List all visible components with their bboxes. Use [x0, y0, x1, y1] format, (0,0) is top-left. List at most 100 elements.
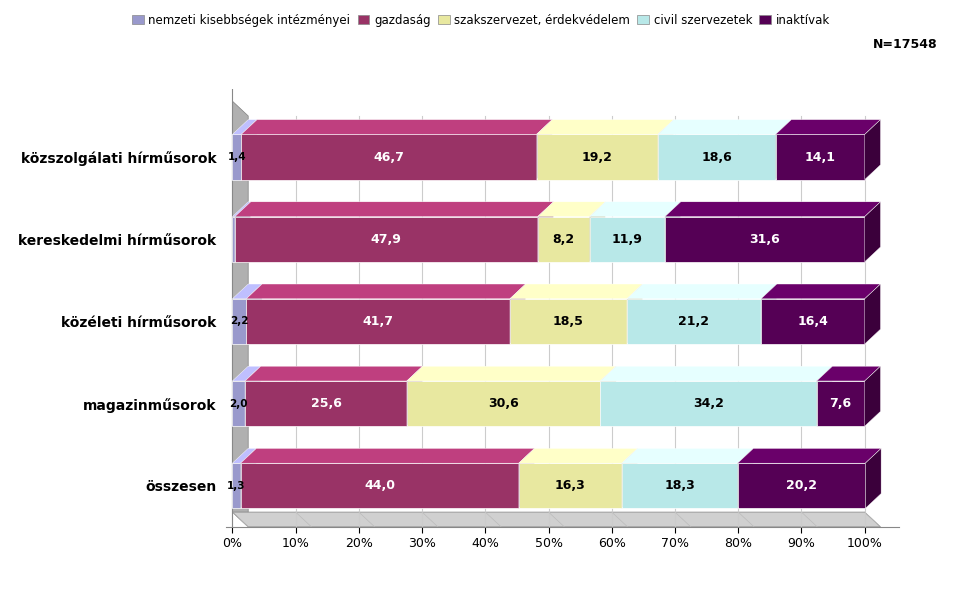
Polygon shape [233, 101, 248, 527]
Polygon shape [245, 366, 422, 381]
Text: 41,7: 41,7 [362, 315, 393, 328]
Polygon shape [864, 120, 879, 179]
Text: 46,7: 46,7 [373, 150, 404, 163]
Polygon shape [241, 120, 257, 179]
Polygon shape [536, 120, 552, 179]
Text: 1,4: 1,4 [227, 152, 246, 162]
Polygon shape [864, 366, 879, 426]
Polygon shape [627, 284, 642, 344]
Polygon shape [234, 202, 553, 217]
Polygon shape [407, 366, 422, 426]
Polygon shape [621, 448, 752, 463]
Bar [246, 299, 509, 344]
Bar [509, 299, 627, 344]
Text: 18,3: 18,3 [664, 480, 695, 493]
Bar [589, 217, 664, 262]
Text: 2,2: 2,2 [230, 316, 248, 326]
Polygon shape [864, 202, 879, 262]
Polygon shape [664, 202, 879, 217]
Polygon shape [240, 448, 534, 463]
Polygon shape [760, 284, 776, 344]
Polygon shape [245, 366, 260, 426]
Polygon shape [233, 512, 879, 527]
Text: N=17548: N=17548 [873, 38, 937, 52]
Polygon shape [509, 284, 642, 299]
Text: 16,4: 16,4 [797, 315, 827, 328]
Polygon shape [775, 120, 791, 179]
Text: 18,5: 18,5 [553, 315, 583, 328]
Bar [233, 463, 240, 509]
Polygon shape [775, 120, 879, 134]
Polygon shape [760, 284, 879, 299]
Bar [233, 134, 241, 179]
Polygon shape [518, 448, 637, 463]
Text: 2,0: 2,0 [230, 398, 248, 408]
Bar [241, 134, 536, 179]
Polygon shape [536, 120, 673, 134]
Text: 11,9: 11,9 [611, 233, 642, 246]
Bar [621, 463, 737, 509]
Polygon shape [233, 202, 251, 217]
Legend: nemzeti kisebbségek intézményei, gazdaság, szakszervezet, érdekvédelem, civil sz: nemzeti kisebbségek intézményei, gazdasá… [127, 9, 834, 31]
Polygon shape [627, 284, 776, 299]
Text: 21,2: 21,2 [678, 315, 708, 328]
Polygon shape [537, 202, 604, 217]
Text: 30,6: 30,6 [488, 397, 519, 410]
Polygon shape [621, 448, 637, 509]
Polygon shape [600, 366, 831, 381]
Text: 25,6: 25,6 [310, 397, 341, 410]
Polygon shape [233, 448, 257, 463]
Bar [657, 134, 775, 179]
Bar [816, 381, 864, 426]
Polygon shape [233, 284, 261, 299]
Polygon shape [246, 284, 526, 299]
Text: 20,2: 20,2 [785, 480, 816, 493]
Text: 14,1: 14,1 [803, 150, 835, 163]
Text: 16,3: 16,3 [554, 480, 585, 493]
Text: 44,0: 44,0 [364, 480, 395, 493]
Polygon shape [234, 202, 251, 262]
Polygon shape [240, 448, 257, 509]
Text: 31,6: 31,6 [749, 233, 779, 246]
Polygon shape [600, 366, 616, 426]
Polygon shape [233, 366, 260, 381]
Polygon shape [241, 120, 552, 134]
Polygon shape [589, 202, 680, 217]
Bar [775, 134, 864, 179]
Polygon shape [864, 284, 879, 344]
Text: 8,2: 8,2 [552, 233, 574, 246]
Polygon shape [589, 202, 604, 262]
Polygon shape [509, 284, 526, 344]
Bar [664, 217, 864, 262]
Bar [737, 463, 865, 509]
Polygon shape [865, 448, 880, 509]
Bar [536, 134, 657, 179]
Bar [233, 381, 245, 426]
Bar [240, 463, 518, 509]
Text: 1,3: 1,3 [227, 481, 245, 491]
Polygon shape [407, 366, 616, 381]
Polygon shape [518, 448, 534, 509]
Polygon shape [737, 448, 880, 463]
Text: 18,6: 18,6 [701, 150, 731, 163]
Bar [600, 381, 816, 426]
Polygon shape [816, 366, 831, 426]
Bar [407, 381, 600, 426]
Bar [245, 381, 407, 426]
Text: 7,6: 7,6 [828, 397, 850, 410]
Polygon shape [657, 120, 791, 134]
Bar [518, 463, 621, 509]
Bar [233, 217, 234, 262]
Bar [627, 299, 760, 344]
Polygon shape [233, 120, 257, 134]
Bar [537, 217, 589, 262]
Polygon shape [246, 284, 261, 344]
Text: 19,2: 19,2 [581, 150, 612, 163]
Polygon shape [657, 120, 673, 179]
Bar [234, 217, 537, 262]
Polygon shape [737, 448, 752, 509]
Text: 47,9: 47,9 [371, 233, 402, 246]
Bar [233, 299, 246, 344]
Polygon shape [537, 202, 553, 262]
Bar [760, 299, 864, 344]
